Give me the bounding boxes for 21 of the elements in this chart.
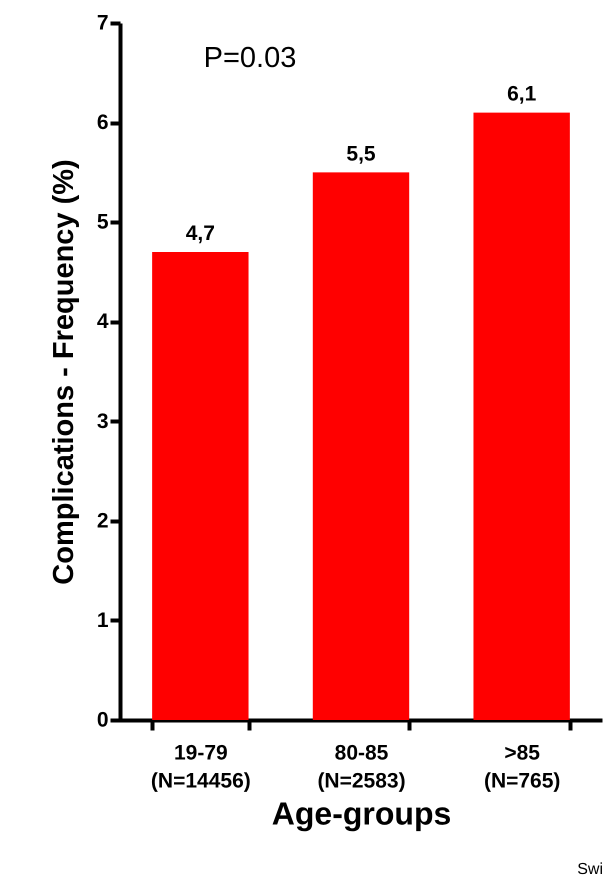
text: Swi [577, 861, 603, 876]
data-label: 6,1 [507, 82, 537, 106]
y-tick-label: 1 [96, 608, 109, 632]
bar [473, 112, 570, 720]
data-label: 5,5 [346, 142, 376, 166]
y-tick-label: 6 [96, 111, 108, 134]
x-tick-label: 80-85 (N=2583) [317, 742, 406, 792]
y-tick-label: 7 [96, 12, 108, 34]
y-tick-label: 2 [96, 509, 108, 532]
x-tick-label: 19-79 (N=14456) [150, 742, 251, 792]
annotation: P=0.03 [204, 42, 296, 74]
y-tick-label: 0 [96, 708, 108, 732]
bar [312, 172, 410, 720]
y-tick-label: 5 [96, 210, 109, 234]
y-tick-label: 3 [96, 410, 108, 433]
y-tick-label: 4 [96, 310, 109, 334]
y-axis-title: Complications - Frequency (%) [48, 159, 80, 585]
x-axis-title: Age-groups [272, 796, 452, 832]
data-label: 4,7 [186, 222, 215, 246]
x-tick-label: >85 (N=765) [484, 742, 560, 792]
bar [152, 252, 249, 720]
